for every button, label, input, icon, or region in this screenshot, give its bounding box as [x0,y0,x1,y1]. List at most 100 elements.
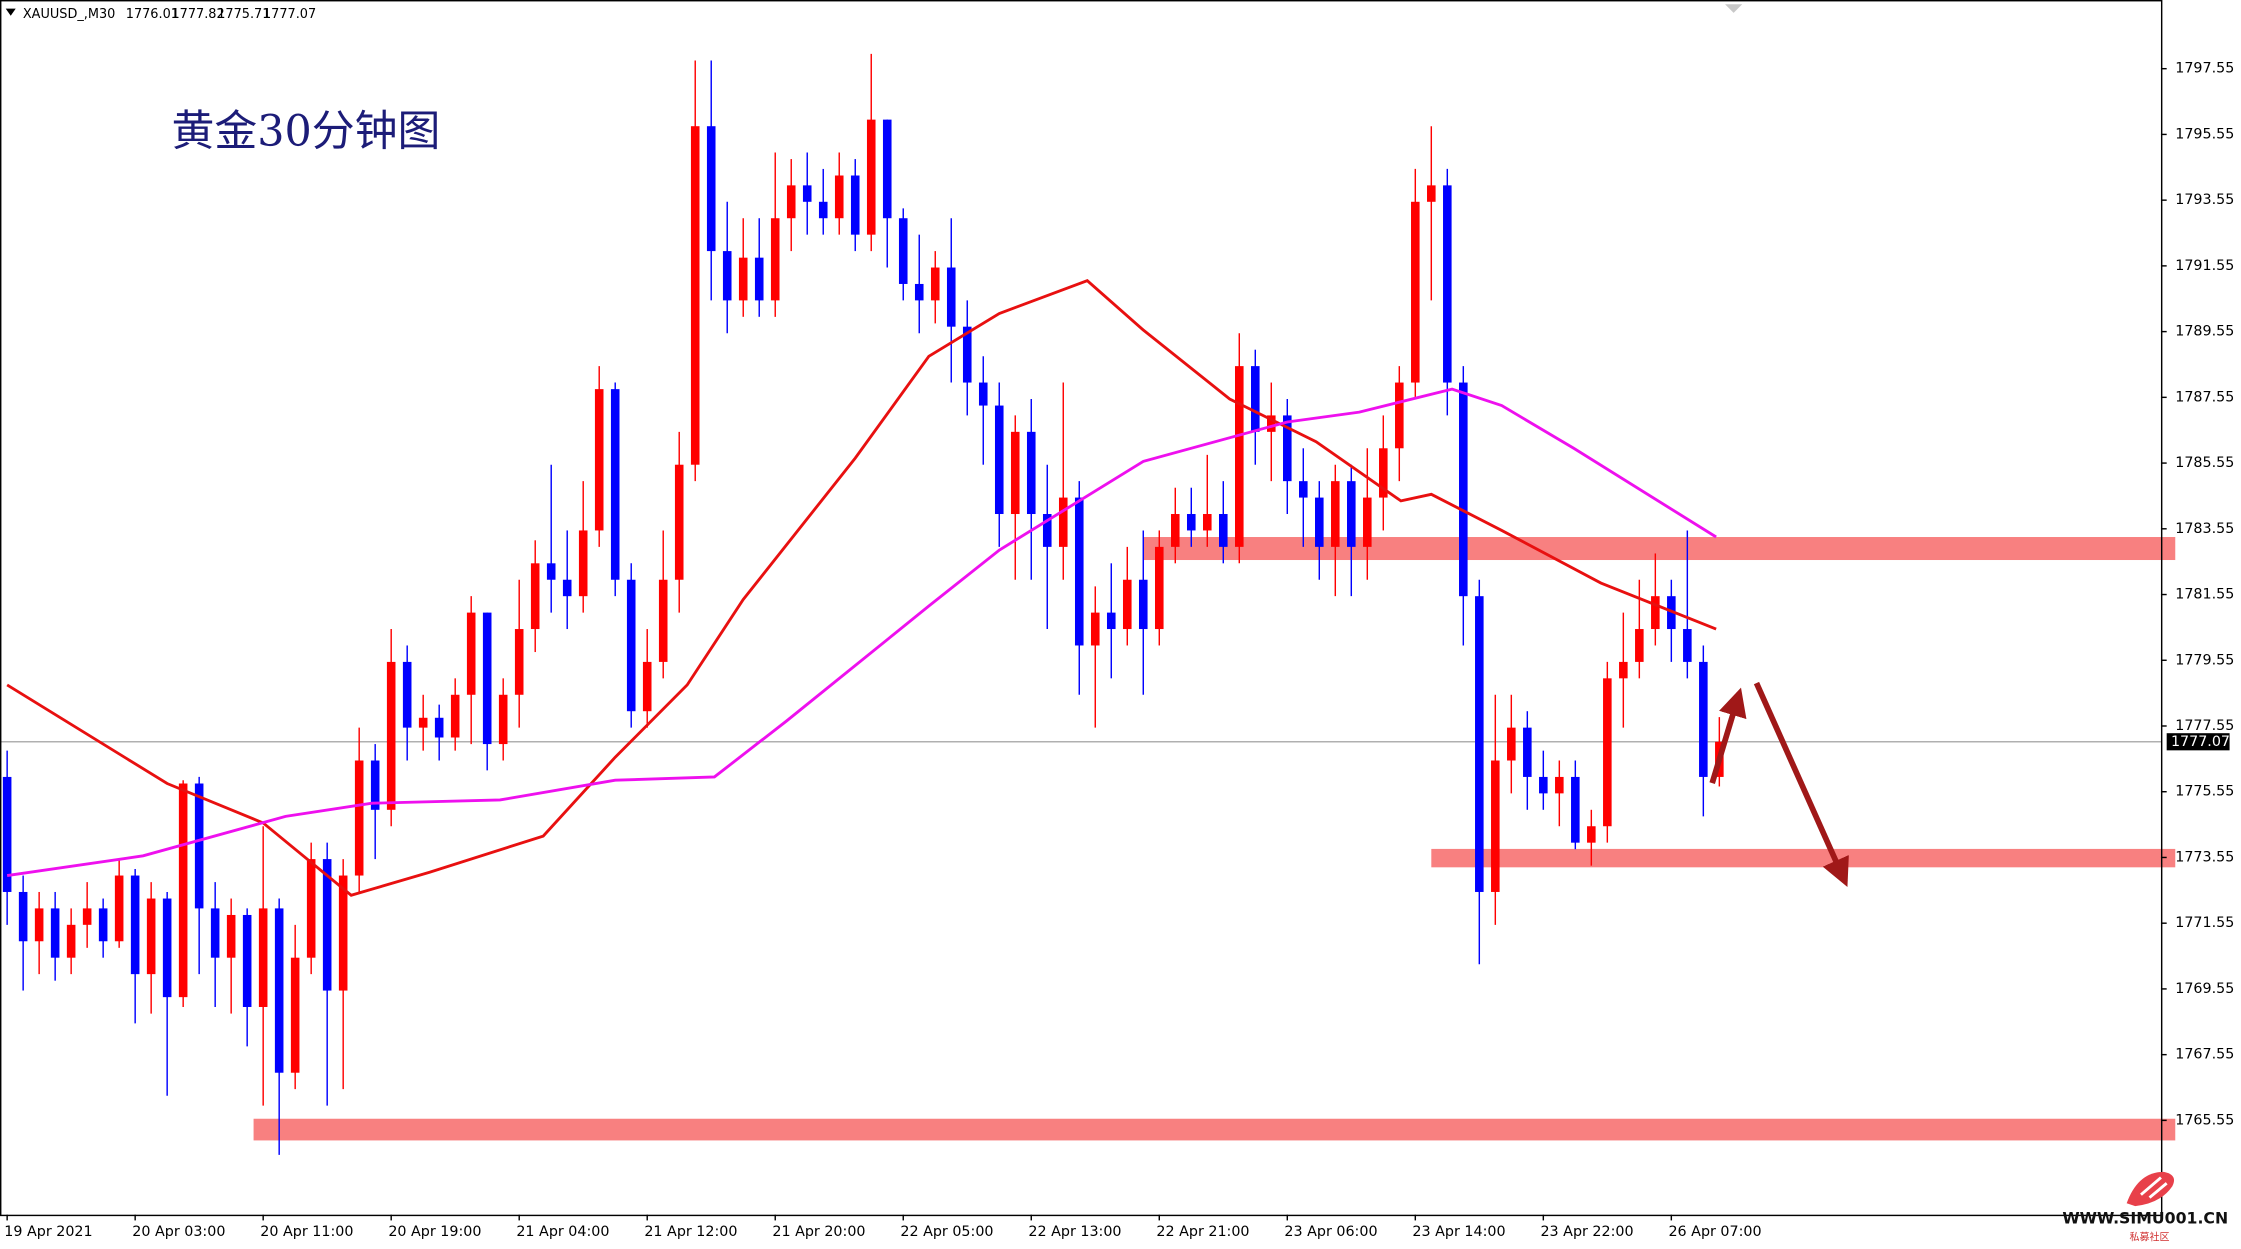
y-tick-label: 1779.55 [2175,652,2234,668]
plot [0,53,2161,1155]
candle-body [1331,481,1340,547]
candle-body [450,694,460,738]
candle-body [1074,497,1084,646]
candle-body [562,579,572,597]
candle-body [1299,481,1308,498]
y-tick-label: 1785.55 [2175,455,2234,471]
y-tick-label: 1769.55 [2175,981,2234,997]
candle-body [578,530,588,597]
candle-body [914,283,924,301]
candle-body [1090,612,1100,646]
y-tick-label: 1775.55 [2175,784,2234,800]
candle-body [194,783,204,909]
candle-body [898,218,908,284]
y-tick-label: 1791.55 [2175,258,2234,274]
y-tick-label: 1765.55 [2175,1112,2234,1128]
candle-body [354,760,364,876]
candle-body [1010,431,1020,515]
candle-body [1042,514,1052,547]
x-tick-label: 20 Apr 11:00 [260,1224,353,1240]
x-tick-label: 23 Apr 06:00 [1284,1224,1377,1240]
candle-body [610,389,620,580]
menu-triangle [5,8,16,16]
candle-body [1683,629,1692,662]
candle-body [402,661,412,728]
candle-body [322,859,332,991]
candle-body [418,717,428,728]
candle-body [1122,579,1132,630]
candle-body [1619,661,1628,679]
candle-body [130,875,140,975]
x-tick-label: 22 Apr 21:00 [1156,1224,1249,1240]
quote-value: 1777.07 [263,7,316,22]
candle-body [1635,629,1644,662]
candle-body [1587,826,1596,843]
watermark: WWW.SIMU001.CN [2062,1208,2228,1227]
candle-body [146,898,156,975]
candle-body [1315,497,1324,547]
candle-body [274,908,284,1073]
candle-body [1379,448,1388,498]
candle-body [1267,415,1276,432]
candle-body [866,119,876,235]
candle-body [1411,201,1420,383]
x-tick-label: 22 Apr 05:00 [900,1224,993,1240]
candle-body [530,563,540,630]
candle-body [18,891,28,942]
x-tick-label: 22 Apr 13:00 [1028,1224,1121,1240]
candle-body [786,185,796,219]
x-tick-label: 23 Apr 22:00 [1540,1224,1633,1240]
moving-average [6,279,1717,897]
candle-body [850,175,860,235]
candle-body [1250,366,1260,432]
symbol: XAUUSD_,M30 [23,7,115,22]
quote-value: 1776.01 [126,7,179,22]
scroll-marker [1725,4,1743,13]
candle-body [546,563,556,580]
candle-body [1395,382,1404,449]
zones [253,537,2176,1141]
candle-body [658,579,668,662]
quote-value: 1775.71 [217,7,270,22]
x-tick-label: 21 Apr 12:00 [644,1224,737,1240]
candle-body [34,908,44,942]
candle-body [1523,727,1532,777]
x-tick-label: 20 Apr 03:00 [132,1224,225,1240]
candle-body [946,267,956,327]
candle-body [1347,481,1356,547]
candle-body [1555,776,1564,794]
candle-body [82,908,92,925]
candle-body [626,579,636,712]
candle-body [1058,497,1068,547]
candle-body [258,908,268,1007]
candle-body [802,185,812,202]
candle-body [1443,185,1452,383]
candle-body [1026,431,1036,515]
candle-body [98,908,108,942]
plot-frame [0,0,2163,1217]
candle-body [466,612,476,695]
x-tick-label: 20 Apr 19:00 [388,1224,481,1240]
candle-body [306,859,316,958]
zone [1143,537,2176,561]
candle-body [882,119,892,219]
candle-body [1475,596,1484,892]
candle-body [1603,678,1612,827]
candle-body [210,908,220,958]
last-price-label: 1777.07 [2171,734,2230,750]
candle-body [162,898,172,998]
y-tick-label: 1767.55 [2175,1047,2234,1063]
y-tick-label: 1789.55 [2175,324,2234,340]
candle-body [1363,497,1372,547]
candle-body [1283,415,1292,482]
candle-body [818,201,828,219]
zone [253,1118,2176,1141]
candle-body [226,914,236,958]
candle-body [1154,546,1164,630]
y-tick-label: 1771.55 [2175,915,2234,931]
candle-body [1571,776,1580,843]
candle-body [66,924,76,958]
y-tick-label: 1793.55 [2175,192,2234,208]
candle-body [434,717,444,738]
